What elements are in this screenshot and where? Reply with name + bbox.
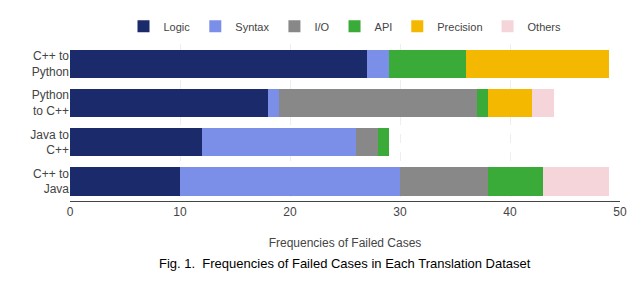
svg-text:20: 20 (283, 205, 297, 219)
svg-text:Others: Others (528, 21, 562, 33)
svg-text:30: 30 (393, 205, 407, 219)
svg-text:0: 0 (67, 205, 74, 219)
svg-text:Precision: Precision (437, 21, 482, 33)
svg-text:C++ toJava: C++ toJava (33, 167, 69, 197)
svg-text:Java toC++: Java toC++ (30, 128, 69, 158)
svg-text:C++ toPython: C++ toPython (32, 49, 70, 79)
svg-text:Logic: Logic (164, 21, 191, 33)
svg-text:40: 40 (503, 205, 517, 219)
svg-text:I/O: I/O (314, 21, 329, 33)
svg-text:Frequencies of Failed Cases: Frequencies of Failed Cases (269, 236, 422, 250)
svg-text:50: 50 (613, 205, 627, 219)
svg-text:API: API (375, 21, 393, 33)
svg-text:Syntax: Syntax (235, 21, 269, 33)
svg-text:10: 10 (173, 205, 187, 219)
svg-text:Pythonto C++: Pythonto C++ (32, 88, 69, 118)
svg-text:Fig. 1. Frequencies of Failed: Fig. 1. Frequencies of Failed Cases in E… (159, 256, 531, 271)
